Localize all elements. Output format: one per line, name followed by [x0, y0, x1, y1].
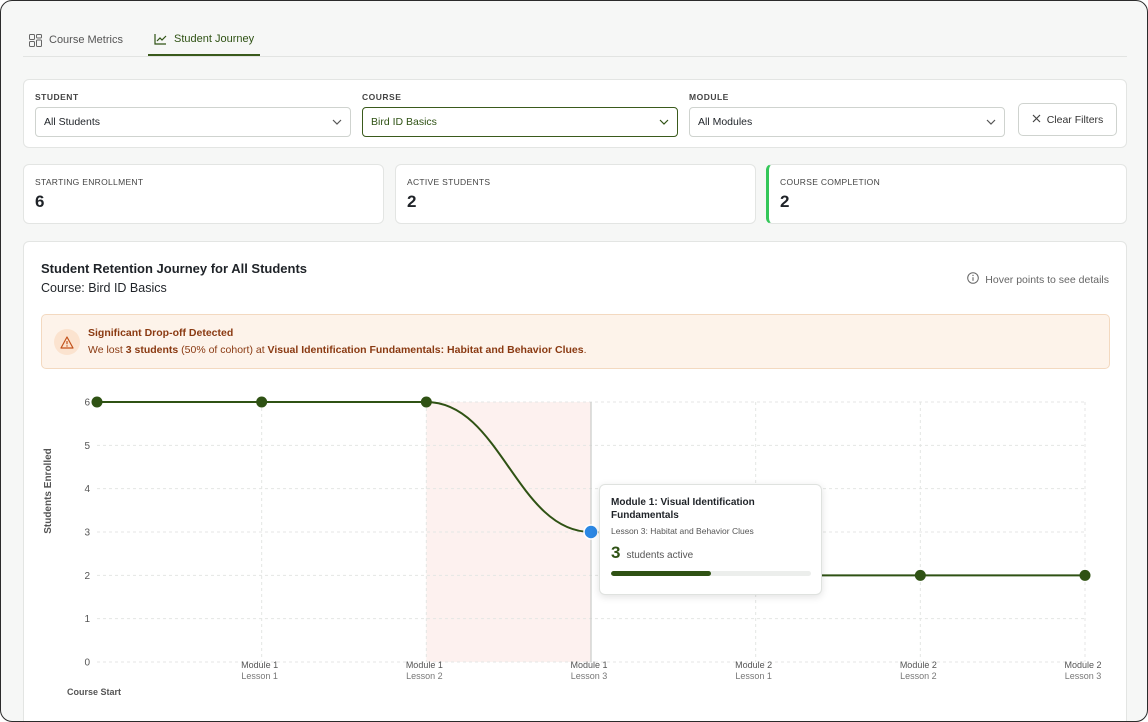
stat-label: ACTIVE STUDENTS: [407, 177, 491, 187]
data-point: [256, 396, 268, 408]
x-tick-sublabel: Lesson 1: [241, 671, 278, 681]
x-tick-label: Module 1: [570, 660, 607, 670]
chart-subtitle: Course: Bird ID Basics: [41, 281, 167, 295]
line-chart-icon: [154, 33, 167, 45]
close-icon: [1032, 114, 1041, 126]
stat-card-active-students: ACTIVE STUDENTS 2: [395, 164, 756, 224]
module-filter-label: MODULE: [689, 92, 729, 102]
tooltip-subtitle: Lesson 3: Habitat and Behavior Clues: [611, 526, 754, 536]
x-start-label: Course Start: [67, 687, 121, 697]
hover-hint-text: Hover points to see details: [985, 273, 1109, 286]
y-tick-label: 2: [84, 571, 90, 582]
tab-label: Student Journey: [174, 32, 255, 45]
course-select-value: Bird ID Basics: [371, 116, 437, 128]
stat-value: 2: [780, 192, 790, 211]
clear-filters-button[interactable]: Clear Filters: [1018, 103, 1117, 136]
student-select[interactable]: All Students: [35, 107, 351, 137]
alert-location: Visual Identification Fundamentals: Habi…: [267, 344, 584, 356]
warning-icon: [54, 329, 80, 355]
tab-label: Course Metrics: [49, 34, 123, 46]
tooltip-progress-fill: [611, 571, 711, 576]
module-select-value: All Modules: [698, 116, 753, 128]
y-tick-label: 6: [84, 398, 90, 409]
x-tick-sublabel: Lesson 2: [900, 671, 937, 681]
x-tick-sublabel: Lesson 3: [571, 671, 608, 681]
y-tick-label: 0: [84, 658, 90, 669]
hover-hint: Hover points to see details: [967, 272, 1109, 287]
point-tooltip: Module 1: Visual Identification Fundamen…: [599, 484, 822, 595]
course-filter-label: COURSE: [362, 92, 402, 102]
alert-lost-count: 3 students: [125, 344, 179, 356]
filter-bar: STUDENT All Students COURSE Bird ID Basi…: [23, 79, 1127, 148]
clear-filters-label: Clear Filters: [1046, 113, 1104, 126]
alert-title: Significant Drop-off Detected: [88, 327, 234, 339]
data-point: [420, 396, 432, 408]
y-tick-label: 4: [84, 484, 90, 495]
y-tick-label: 1: [84, 614, 90, 625]
data-point: [91, 396, 103, 408]
grid-icon: [29, 33, 42, 47]
info-icon: [967, 272, 980, 287]
x-tick-label: Module 2: [735, 660, 772, 670]
tooltip-count-unit: students active: [626, 550, 694, 561]
student-select-value: All Students: [44, 116, 101, 128]
y-tick-label: 3: [84, 528, 90, 539]
stat-value: 2: [407, 192, 417, 211]
tooltip-count-value: 3: [611, 543, 621, 562]
tooltip-progress-bar: [611, 571, 811, 576]
alert-text-before: We lost: [88, 344, 126, 356]
y-tick-label: 5: [84, 441, 90, 452]
stat-label: COURSE COMPLETION: [780, 177, 881, 187]
tooltip-count: 3 students active: [611, 543, 693, 563]
tab-student-journey[interactable]: Student Journey: [148, 23, 261, 56]
module-select[interactable]: All Modules: [689, 107, 1005, 137]
data-point: [583, 524, 599, 540]
chevron-down-icon: [659, 116, 669, 128]
alert-pct: (50% of cohort) at: [178, 344, 268, 356]
tab-course-metrics[interactable]: Course Metrics: [29, 23, 123, 57]
course-select[interactable]: Bird ID Basics: [362, 107, 678, 137]
stat-card-course-completion: COURSE COMPLETION 2: [766, 164, 1127, 224]
x-tick-sublabel: Lesson 2: [406, 671, 443, 681]
data-point: [1079, 569, 1091, 581]
chevron-down-icon: [332, 116, 342, 128]
x-tick-label: Module 2: [900, 660, 937, 670]
x-tick-label: Module 2: [1064, 660, 1101, 670]
chart-title: Student Retention Journey for All Studen…: [41, 261, 308, 276]
x-tick-sublabel: Lesson 3: [1065, 671, 1102, 681]
dropoff-alert: Significant Drop-off Detected We lost 3 …: [41, 314, 1110, 369]
alert-end: .: [583, 344, 587, 356]
stat-label: STARTING ENROLLMENT: [35, 177, 144, 187]
stat-value: 6: [35, 192, 45, 211]
y-axis-label: Students Enrolled: [43, 448, 54, 534]
x-tick-sublabel: Lesson 1: [735, 671, 772, 681]
stat-card-starting-enrollment: STARTING ENROLLMENT 6: [23, 164, 384, 224]
x-tick-label: Module 1: [241, 660, 278, 670]
tab-bar: Course Metrics Student Journey: [23, 23, 1127, 57]
alert-text: We lost 3 students (50% of cohort) at Vi…: [88, 344, 587, 356]
chevron-down-icon: [986, 116, 996, 128]
x-tick-label: Module 1: [406, 660, 443, 670]
data-point: [914, 569, 926, 581]
student-filter-label: STUDENT: [35, 92, 79, 102]
tooltip-title: Module 1: Visual Identification Fundamen…: [611, 497, 755, 521]
